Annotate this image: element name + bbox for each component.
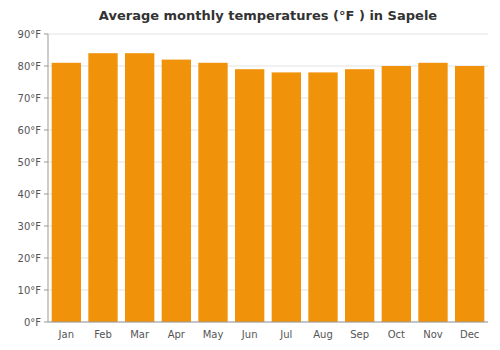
bar	[162, 60, 191, 322]
y-tick	[44, 258, 48, 259]
chart-title: Average monthly temperatures (°F ) in Sa…	[99, 8, 437, 23]
bar	[235, 69, 264, 322]
x-axis: Jan Feb Mar Apr May Jun Jul Aug Sep Oct Nov Dec	[58, 329, 480, 340]
y-tick-label: 80°F	[18, 61, 42, 72]
y-tick	[44, 194, 48, 195]
bar	[455, 66, 484, 322]
bar	[125, 53, 154, 322]
chart-container: Average monthly temperatures (°F ) in Sa…	[0, 0, 500, 350]
x-tick-label: Mar	[130, 329, 150, 340]
bar	[88, 53, 117, 322]
y-tick-label: 30°F	[18, 221, 42, 232]
y-tick	[44, 322, 48, 323]
y-tick	[44, 98, 48, 99]
y-tick-label: 40°F	[18, 189, 42, 200]
y-tick-label: 0°F	[24, 317, 41, 328]
y-tick-label: 90°F	[18, 29, 42, 40]
x-tick-label: May	[203, 329, 224, 340]
y-tick	[44, 34, 48, 35]
grid-line	[48, 34, 488, 35]
y-tick	[44, 226, 48, 227]
y-tick	[44, 130, 48, 131]
y-tick	[44, 66, 48, 67]
x-tick-label: Apr	[168, 329, 186, 340]
bars	[52, 53, 485, 322]
y-tick-label: 20°F	[18, 253, 42, 264]
chart-svg: Average monthly temperatures (°F ) in Sa…	[0, 0, 500, 350]
bar	[308, 72, 337, 322]
y-tick	[44, 162, 48, 163]
bar	[52, 63, 81, 322]
x-tick-label: Dec	[460, 329, 479, 340]
y-tick-label: 50°F	[18, 157, 42, 168]
x-axis-line	[48, 322, 488, 323]
y-tick-label: 60°F	[18, 125, 42, 136]
x-tick-label: Aug	[313, 329, 333, 340]
y-tick	[44, 290, 48, 291]
x-tick-label: Jul	[279, 329, 292, 340]
y-tick-label: 10°F	[18, 285, 42, 296]
grid-line	[48, 322, 488, 323]
x-tick-label: Oct	[388, 329, 405, 340]
y-axis: 0°F 10°F 20°F 30°F 40°F 50°F 60°F 70°F 80°F 90°F	[18, 29, 48, 328]
x-tick-label: Feb	[94, 329, 112, 340]
y-tick-label: 70°F	[18, 93, 42, 104]
page: {"chart_data": {"type": "bar", "title": …	[0, 0, 500, 350]
grid	[48, 34, 488, 322]
y-axis-line	[48, 34, 49, 322]
x-tick-label: Nov	[423, 329, 443, 340]
bar	[345, 69, 374, 322]
x-tick-label: Jan	[58, 329, 74, 340]
bar	[382, 66, 411, 322]
bar	[418, 63, 447, 322]
bar	[272, 72, 301, 322]
x-tick-label: Jun	[241, 329, 258, 340]
x-tick-label: Sep	[350, 329, 369, 340]
bar	[198, 63, 227, 322]
